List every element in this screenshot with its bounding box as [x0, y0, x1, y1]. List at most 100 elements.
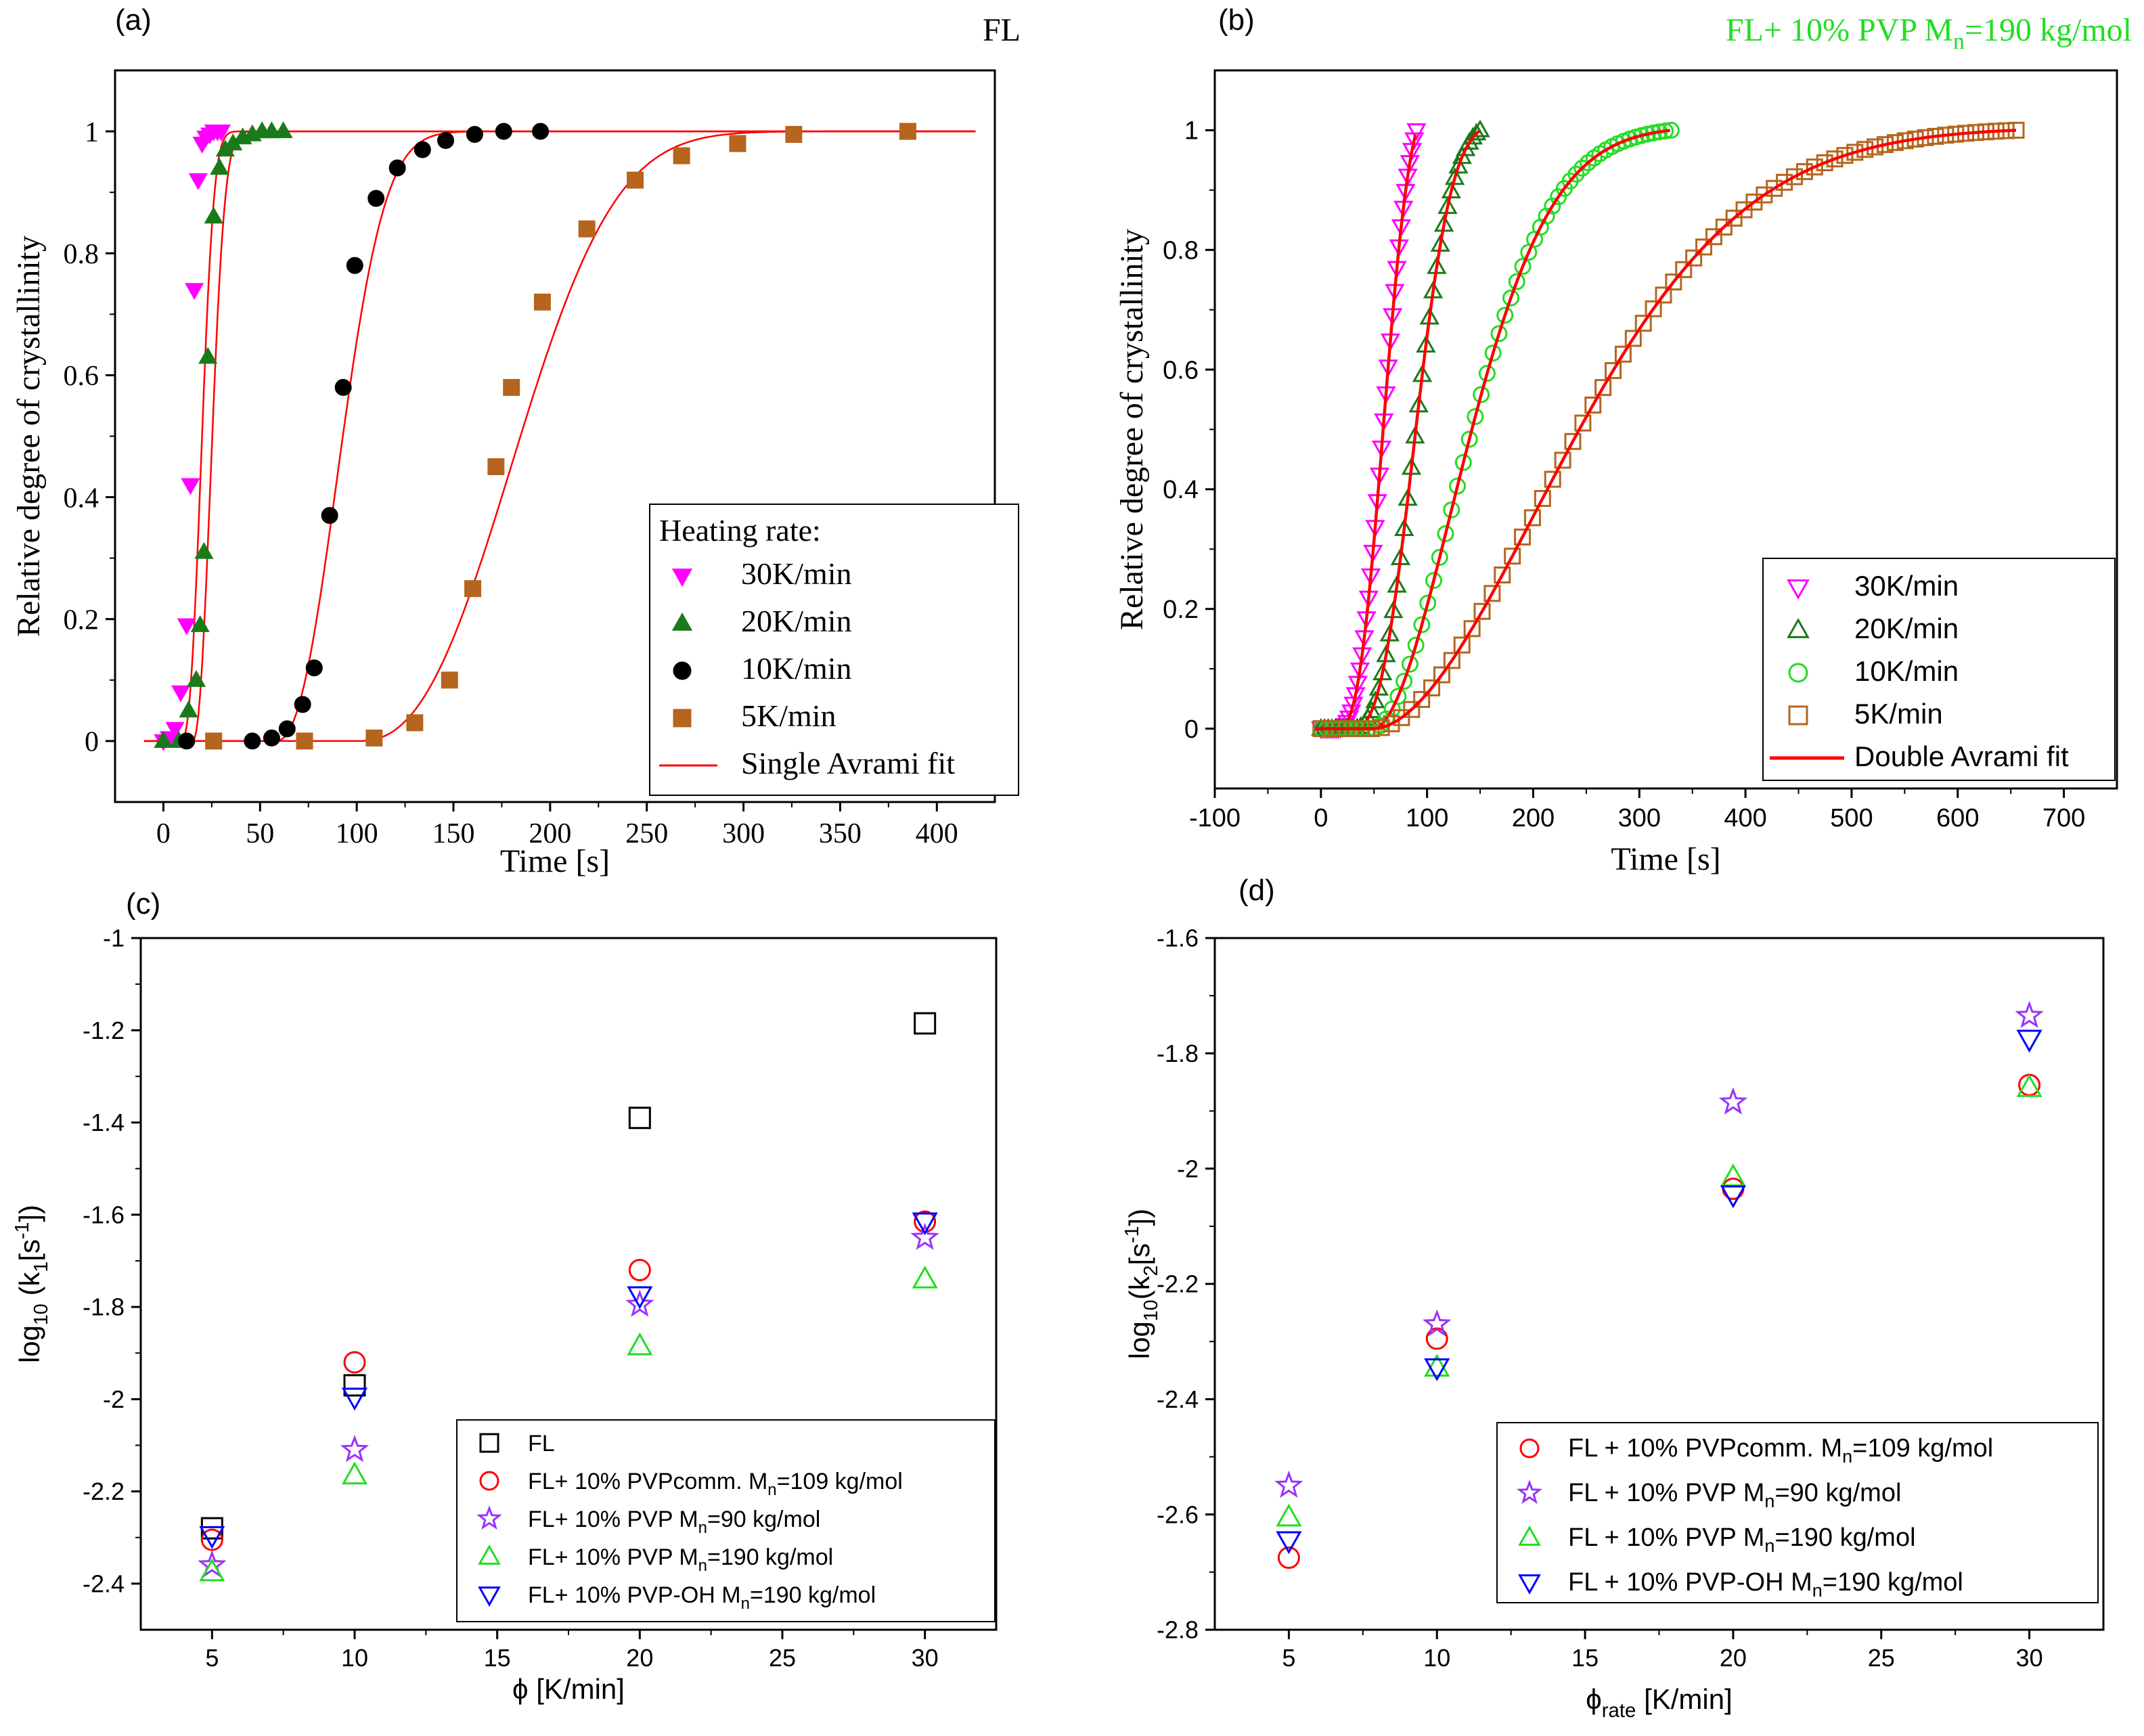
y-tick-label: -2.2 — [83, 1477, 125, 1505]
data-point — [1490, 325, 1508, 342]
series-10K-min — [178, 123, 550, 750]
text-span: n — [1953, 29, 1965, 54]
data-point — [1766, 179, 1783, 197]
data-point — [1846, 143, 1864, 161]
text-span: ]) — [14, 1205, 45, 1222]
text-span: n — [698, 1557, 707, 1575]
data-point — [205, 732, 223, 750]
data-point — [1856, 141, 1874, 158]
series-2 — [1276, 1074, 2042, 1527]
data-point — [910, 1222, 939, 1250]
data-point — [204, 206, 223, 224]
legend-label: Single Avrami fit — [741, 746, 955, 780]
x-tick-label: 150 — [432, 818, 475, 849]
data-point — [503, 378, 520, 396]
x-tick-label: 20 — [626, 1644, 653, 1672]
chart-panel-c: (c) 5 10 15 20 25 30 -2.4 -2.2 -2 -1.8 -1.6 -1.4 -1.2… — [12, 887, 998, 1705]
text-span: =190 kg/mol — [707, 1544, 833, 1570]
data-point — [1705, 228, 1722, 246]
text-span: FL+ 10% PVPcomm. M — [528, 1469, 767, 1494]
data-point — [2016, 1029, 2042, 1053]
data-point — [199, 1558, 225, 1582]
series-10K-min — [1312, 121, 1680, 738]
data-point — [294, 696, 311, 713]
text-span: 2 — [1140, 1266, 1162, 1276]
text-span: n — [767, 1481, 776, 1499]
data-point — [1795, 163, 1813, 181]
y-tick-label: -1.8 — [1157, 1040, 1199, 1067]
data-point — [729, 135, 746, 152]
legend-box — [1762, 558, 2116, 781]
data-point — [179, 700, 198, 717]
text-span: FL+ 10% PVP M — [528, 1544, 698, 1570]
data-point — [343, 1351, 366, 1374]
data-point — [1470, 119, 1490, 137]
y-tick-label: 0.2 — [1163, 596, 1199, 624]
text-span: Time [s] — [1611, 841, 1720, 877]
text-span: [s — [14, 1239, 45, 1262]
x-axis-label: Time [s] — [500, 843, 610, 879]
text-span: =90 kg/mol — [1774, 1479, 1901, 1507]
text-span: -1 — [12, 1222, 33, 1239]
data-point — [154, 731, 173, 749]
data-point — [198, 1550, 227, 1578]
text-span: [K/min] — [1636, 1683, 1732, 1715]
legend-label: FL + 10% PVP Mn=90 kg/mol — [1568, 1479, 1901, 1511]
data-point — [1544, 470, 1561, 488]
x-tick-label: 350 — [819, 818, 862, 849]
y-axis-label: Relative degree of crystallinity — [1114, 229, 1150, 630]
data-point — [165, 721, 185, 739]
data-point — [1448, 156, 1469, 174]
data-point — [487, 458, 505, 476]
data-point — [278, 720, 296, 738]
plot-area — [143, 121, 976, 751]
x-tick-label: 300 — [1618, 804, 1661, 832]
x-tick-label: 10 — [1423, 1644, 1450, 1672]
text-span: FL + 10% PVP-OH M — [1568, 1568, 1812, 1597]
data-point — [1776, 173, 1793, 191]
x-tick-label: 0 — [156, 818, 171, 849]
data-point — [1720, 1185, 1746, 1209]
legend-marker — [479, 1433, 499, 1453]
y-tick-label: -2 — [103, 1385, 125, 1413]
data-point — [1473, 386, 1490, 403]
data-point — [1422, 1309, 1452, 1337]
data-point — [321, 507, 338, 525]
chart-panel-b: (b) -100 0 100 200 300 400 500 600 700 0 0.2 0.4 0.6 0… — [1114, 3, 2132, 877]
panel-label: (a) — [115, 3, 152, 37]
data-point — [1514, 258, 1532, 275]
legend-marker — [1518, 1574, 1541, 1595]
legend-label: 5K/min — [741, 698, 836, 733]
data-point — [1675, 261, 1693, 278]
data-point — [1634, 315, 1652, 332]
data-point — [1867, 138, 1884, 156]
legend-marker — [1517, 1479, 1542, 1505]
text-span: [s — [1123, 1243, 1155, 1266]
data-point — [627, 171, 644, 189]
data-point — [340, 1434, 370, 1463]
x-tick-label: 25 — [769, 1644, 796, 1672]
x-tick-label: 15 — [484, 1644, 511, 1672]
data-point — [334, 378, 352, 396]
text-span: n — [1812, 1580, 1823, 1601]
data-point — [1406, 123, 1427, 141]
x-tick-label: 5 — [1282, 1644, 1295, 1672]
data-point — [1424, 1358, 1450, 1381]
series-3 — [199, 1265, 938, 1582]
data-point — [1413, 616, 1431, 633]
y-tick-label: 0.4 — [64, 483, 99, 514]
data-point — [1786, 168, 1804, 185]
legend-label: FL+ 10% PVP Mn=90 kg/mol — [528, 1507, 820, 1537]
data-point — [1395, 673, 1413, 690]
data-point — [1574, 414, 1592, 432]
legend-label: FL + 10% PVPcomm. Mn=109 kg/mol — [1568, 1434, 1993, 1467]
data-point — [1504, 548, 1521, 565]
data-point — [1594, 379, 1612, 397]
text-span: =190 kg/mol — [1774, 1523, 1915, 1552]
data-point — [1496, 307, 1514, 324]
legend-label: 10K/min — [741, 651, 852, 686]
data-point — [1467, 123, 1487, 141]
text-span: =109 kg/mol — [1852, 1434, 1993, 1463]
data-point — [1685, 249, 1703, 267]
x-tick-label: 700 — [2042, 804, 2085, 832]
